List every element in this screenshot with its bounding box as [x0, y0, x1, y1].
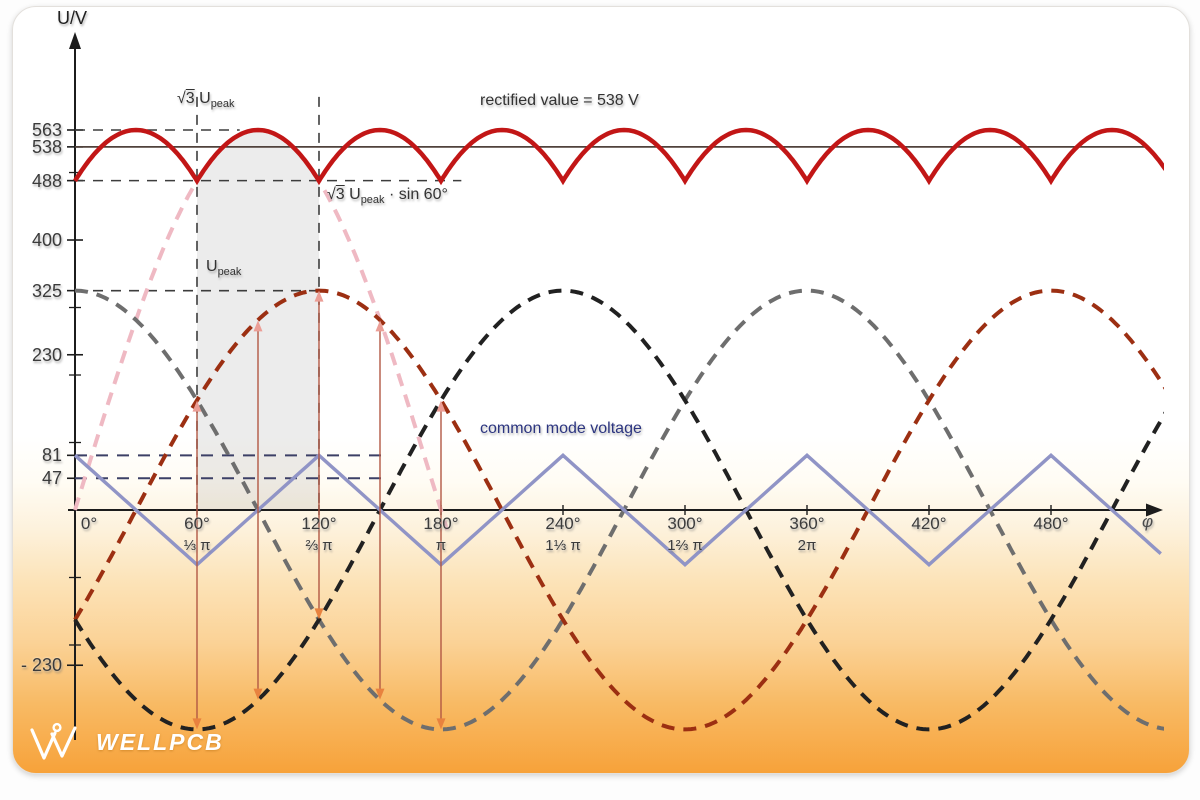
- x-axis-label-0: 0°: [80, 514, 98, 533]
- x-axis-radian-label-300: 1⅔ π: [667, 537, 703, 554]
- annotation-u-peak: Upeak: [206, 258, 242, 279]
- y-axis-label-400: 400: [31, 230, 62, 251]
- x-axis-label-360: 360°: [789, 514, 825, 533]
- y-axis-label-563: 563: [31, 119, 62, 140]
- y-axis-label-230: 230: [31, 344, 62, 365]
- x-axis-label-480: 480°: [1033, 514, 1069, 533]
- y-axis-title: U/V: [57, 8, 88, 28]
- x-axis-label-420: 420°: [911, 514, 947, 533]
- x-axis-radian-label-240: 1⅓ π: [545, 537, 581, 554]
- x-axis-radian-label-120: ⅔ π: [305, 537, 333, 554]
- wellpcb-logo-icon: [30, 722, 77, 760]
- x-axis-radian-label-60: ⅓ π: [183, 537, 211, 554]
- y-axis-label-47: 47: [41, 468, 62, 489]
- brand-name: WELLPCB: [96, 728, 224, 755]
- y-axis-label-538: 538: [31, 136, 62, 157]
- x-axis-label-180: 180°: [423, 514, 459, 533]
- y-axis-label--230: - 230: [20, 655, 62, 676]
- annotation-rectified-value: rectified value = 538 V: [480, 92, 639, 109]
- y-axis-label-488: 488: [31, 170, 62, 191]
- chart-card: [12, 6, 1190, 774]
- x-axis-radian-label-360: 2π: [797, 537, 817, 554]
- x-axis-label-120: 120°: [301, 514, 337, 533]
- x-axis-radian-label-180: π: [435, 537, 447, 554]
- brand-logo: WELLPCB: [28, 720, 224, 764]
- annotation-sqrt3-upeak: √3 Upeak: [177, 90, 235, 111]
- y-axis-label-81: 81: [41, 445, 62, 466]
- y-axis-label-325: 325: [31, 280, 62, 301]
- annotation-common-mode: common mode voltage: [480, 420, 642, 437]
- x-axis-label-300: 300°: [667, 514, 703, 533]
- x-axis-title: φ: [1142, 512, 1154, 531]
- x-axis-label-240: 240°: [545, 514, 581, 533]
- annotation-sqrt3-upeak-sin60: √3 Upeak · sin 60°: [327, 186, 448, 207]
- x-axis-label-60: 60°: [184, 514, 210, 533]
